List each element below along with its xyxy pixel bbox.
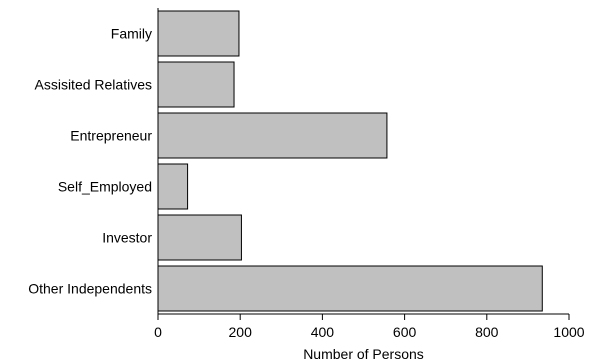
bar-1 [157, 61, 235, 108]
x-tick-label-3: 600 [393, 324, 417, 340]
x-tick-label-2: 400 [311, 324, 335, 340]
bar-4 [157, 214, 242, 261]
bar-5 [157, 265, 543, 312]
x-tick-label-5: 1000 [553, 324, 584, 340]
category-label-5: Other Independents [28, 281, 152, 297]
bar-2 [157, 112, 388, 159]
category-label-2: Entrepreneur [70, 128, 152, 144]
x-tick-label-4: 800 [475, 324, 499, 340]
category-label-0: Family [111, 26, 152, 42]
category-labels: Family Assisited Relatives Entrepreneur Sel… [28, 26, 152, 297]
bars-group [157, 10, 543, 312]
category-label-3: Self_Employed [58, 179, 152, 195]
x-tick-label-0: 0 [154, 324, 162, 340]
x-ticks: 0 200 400 600 800 1000 [154, 314, 585, 340]
category-label-1: Assisited Relatives [35, 77, 153, 93]
x-tick-label-1: 200 [229, 324, 253, 340]
bar-0 [157, 10, 240, 57]
x-axis-title: Number of Persons [303, 346, 424, 362]
category-label-4: Investor [102, 230, 152, 246]
bar-3 [157, 163, 189, 210]
